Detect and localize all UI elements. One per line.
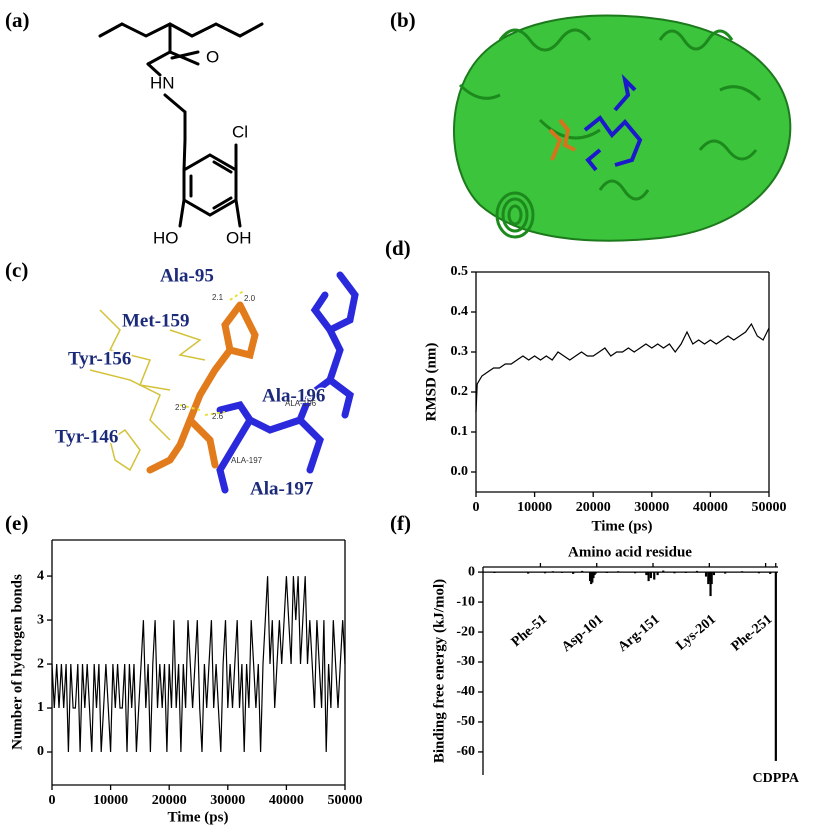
x-tick-label: 40000 [269, 793, 304, 808]
x-tick-label: Arg-151 [615, 612, 662, 655]
y-tick-label: 4 [37, 568, 44, 583]
atom-label: Cl [232, 122, 248, 141]
x-tick-label: Asp-101 [559, 612, 606, 655]
y-tick-label: 0.5 [451, 264, 469, 279]
bar [527, 572, 530, 574]
distance-label: 2.1 [212, 293, 224, 302]
x-tick-label: 50000 [752, 500, 787, 515]
y-tick-label: -50 [456, 714, 475, 729]
molecule [98, 22, 264, 228]
bar [662, 570, 665, 573]
atom-label: OH [226, 228, 252, 247]
bar [592, 572, 595, 579]
residue-label: Tyr-156 [68, 348, 131, 369]
bar [590, 572, 593, 585]
bar [572, 572, 575, 574]
x-tick-label: Phe-51 [509, 612, 550, 650]
residue-note: ALA-197 [231, 456, 263, 465]
bar [588, 572, 592, 582]
x-tick-label: 50000 [328, 793, 363, 808]
x-axis-title: Time (ps) [168, 809, 229, 825]
atom-label: O [206, 47, 219, 66]
bar [774, 572, 777, 761]
bar [708, 572, 711, 582]
x-axis-title: Amino acid residue [568, 544, 692, 560]
bar [593, 572, 596, 576]
data-line [475, 322, 770, 413]
x-tick-label: 40000 [693, 500, 728, 515]
y-tick-label: 1 [37, 700, 44, 715]
distance-label: 2.6 [212, 412, 224, 421]
x-tick-label: CDPPA [753, 771, 800, 786]
panel-label: (b) [390, 8, 416, 32]
residue-label: Met-159 [122, 310, 190, 331]
y-tick-label: -30 [456, 654, 475, 669]
bar [649, 572, 652, 579]
panel-label: (a) [5, 8, 30, 32]
y-tick-label: 2 [37, 656, 44, 671]
x-tick-label: 0 [49, 793, 56, 808]
bar [645, 572, 648, 576]
y-axis-title: RMSD (nm) [423, 343, 439, 422]
y-axis-title: Number of hydrogen bonds [9, 574, 25, 750]
bar [709, 572, 712, 597]
atom-label: HN [150, 73, 175, 92]
y-tick-label: 3 [37, 612, 44, 627]
x-tick-label: 20000 [152, 793, 187, 808]
bar [647, 572, 650, 582]
y-tick-label: 0.3 [451, 344, 469, 359]
residue-label: Tyr-146 [55, 426, 118, 447]
residue-label: Ala-95 [160, 265, 214, 286]
x-tick-label: 30000 [634, 500, 669, 515]
residue-label: Ala-196 [262, 385, 325, 406]
y-tick-label: 0.1 [451, 424, 469, 439]
x-tick-label: 10000 [93, 793, 128, 808]
y-tick-label: 0 [37, 744, 44, 759]
panel-label: (f) [390, 511, 411, 535]
bar [591, 572, 594, 583]
y-tick-label: -20 [456, 624, 475, 639]
residue-label: Ala-197 [250, 478, 314, 499]
y-tick-label: 0.4 [451, 304, 469, 319]
y-tick-label: -40 [456, 684, 475, 699]
bar [653, 572, 656, 580]
x-axis-title: Time (ps) [592, 518, 653, 534]
bar [724, 572, 727, 574]
residue-note: ALA-196 [285, 399, 317, 408]
x-tick-label: Lys-201 [674, 612, 719, 654]
distance-label: 2.9 [175, 403, 187, 412]
atom-label: HO [153, 228, 179, 247]
panel-label: (c) [5, 258, 28, 282]
protein-cartoon [453, 14, 792, 242]
y-tick-label: 0.2 [451, 384, 469, 399]
distance-label: 2.0 [244, 294, 256, 303]
bar [769, 572, 772, 574]
x-tick-label: 30000 [210, 793, 245, 808]
bar [707, 572, 710, 585]
bar [710, 572, 713, 585]
y-tick-label: 0.0 [451, 464, 469, 479]
x-tick-label: 10000 [517, 500, 552, 515]
x-tick-label: 20000 [576, 500, 611, 515]
x-tick-label: 0 [473, 500, 480, 515]
bar [594, 572, 597, 574]
bar [704, 572, 708, 577]
y-tick-label: -10 [456, 594, 475, 609]
y-axis-title: Binding free energy (kJ/mol) [431, 579, 447, 763]
bar [656, 572, 659, 576]
binding-pose [89, 271, 359, 494]
y-tick-label: -60 [456, 744, 475, 759]
panel-label: (e) [5, 511, 28, 535]
y-tick-label: 0 [468, 564, 475, 579]
bar [712, 572, 716, 576]
data-line [51, 576, 346, 753]
x-tick-label: Phe-251 [729, 612, 776, 654]
panel-label: (d) [385, 236, 411, 260]
